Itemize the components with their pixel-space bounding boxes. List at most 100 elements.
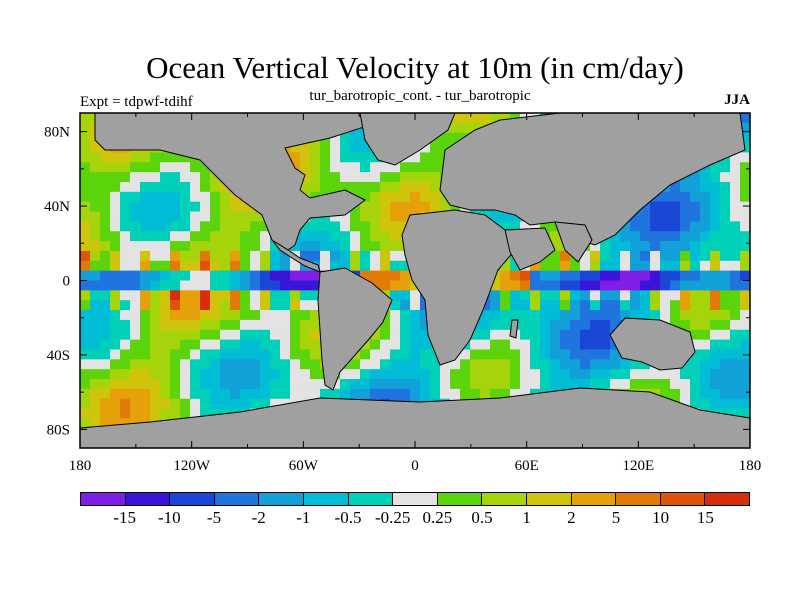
field-cell [190, 162, 201, 173]
field-cell [80, 181, 91, 193]
field-cell [130, 369, 141, 380]
field-cell [290, 152, 301, 163]
field-cell [270, 290, 281, 301]
field-cell [660, 221, 671, 232]
field-cell [80, 132, 91, 144]
colorbar-box [81, 493, 126, 505]
field-cell [490, 319, 501, 331]
field-cell [610, 300, 621, 311]
field-cell [130, 201, 141, 213]
field-cell [350, 250, 361, 262]
field-cell [630, 310, 641, 321]
field-cell [490, 359, 501, 370]
field-cell [670, 201, 681, 213]
field-cell [210, 241, 221, 252]
field-cell [190, 329, 201, 341]
field-cell [410, 172, 421, 183]
field-cell [210, 300, 221, 311]
field-cell [370, 172, 381, 183]
field-cell [350, 231, 361, 242]
field-cell [180, 221, 191, 232]
field-cell [560, 349, 571, 360]
field-cell [360, 349, 371, 360]
field-cell [610, 270, 621, 282]
field-cell [670, 319, 681, 331]
field-cell [460, 349, 471, 360]
field-cell [230, 349, 241, 360]
field-cell [110, 231, 121, 242]
field-cell [90, 181, 101, 193]
field-cell [550, 300, 561, 311]
field-cell [730, 181, 741, 193]
field-cell [90, 280, 101, 291]
field-cell [260, 270, 271, 282]
field-cell [110, 310, 121, 321]
field-cell [110, 260, 121, 272]
field-cell [380, 280, 391, 291]
field-cell [210, 280, 221, 291]
field-cell [330, 152, 341, 163]
field-cell [220, 211, 231, 222]
field-cell [100, 241, 111, 252]
field-cell [720, 260, 731, 272]
field-cell [150, 379, 161, 390]
field-cell [290, 241, 301, 252]
field-cell [160, 270, 171, 282]
field-cell [120, 211, 131, 222]
field-cell [190, 398, 201, 410]
field-cell [130, 211, 141, 222]
field-cell [330, 231, 341, 242]
field-cell [120, 152, 131, 163]
field-cell [90, 359, 101, 370]
field-cell [260, 221, 271, 232]
field-cell [120, 388, 131, 400]
field-cell [720, 280, 731, 291]
field-cell [230, 250, 241, 262]
field-cell [650, 231, 661, 242]
field-cell [350, 359, 361, 370]
field-cell [630, 260, 641, 272]
field-cell [700, 270, 711, 282]
field-cell [150, 300, 161, 311]
field-cell [200, 270, 211, 282]
field-cell [220, 359, 231, 370]
field-cell [730, 369, 741, 380]
field-cell [190, 408, 201, 420]
field-cell [140, 270, 151, 282]
field-cell [700, 300, 711, 311]
field-cell [250, 250, 261, 262]
field-cell [150, 241, 161, 252]
field-cell [550, 379, 561, 390]
field-cell [160, 379, 171, 390]
field-cell [640, 379, 651, 390]
field-cell [380, 191, 391, 203]
field-cell [120, 280, 131, 291]
field-cell [320, 162, 331, 173]
field-cell [620, 300, 631, 311]
field-cell [90, 408, 101, 420]
field-cell [300, 280, 311, 291]
field-cell [240, 280, 251, 291]
colorbar-label: -0.25 [374, 508, 411, 527]
field-cell [130, 172, 141, 183]
field-cell [400, 339, 411, 351]
field-cell [670, 260, 681, 272]
field-cell [580, 280, 591, 291]
field-cell [150, 408, 161, 420]
field-cell [230, 398, 241, 410]
field-cell [380, 319, 391, 331]
field-cell [110, 162, 121, 173]
field-cell [740, 329, 750, 341]
field-cell [130, 310, 141, 321]
field-cell [670, 191, 681, 203]
field-cell [740, 290, 750, 301]
field-cell [570, 310, 581, 321]
field-cell [160, 280, 171, 291]
field-cell [240, 329, 251, 341]
field-cell [500, 369, 511, 380]
field-cell [200, 221, 211, 232]
field-cell [630, 211, 641, 222]
field-cell [650, 250, 661, 262]
field-cell [730, 379, 741, 390]
field-cell [80, 398, 91, 410]
